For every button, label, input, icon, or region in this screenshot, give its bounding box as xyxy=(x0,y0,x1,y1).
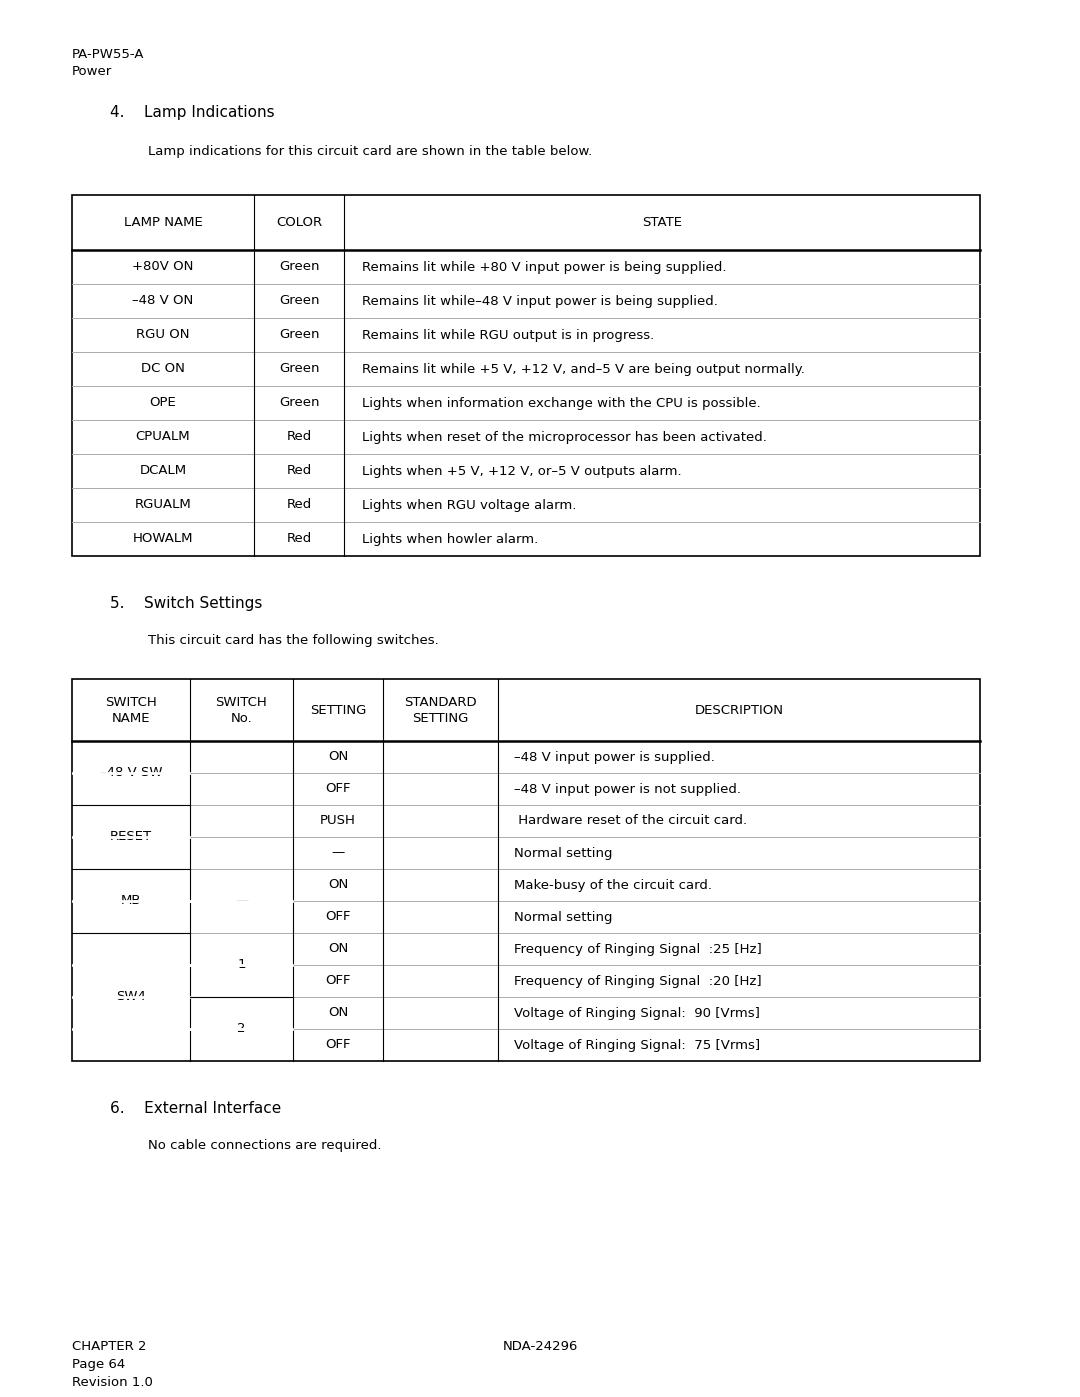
Text: Lamp indications for this circuit card are shown in the table below.: Lamp indications for this circuit card a… xyxy=(148,145,592,158)
Text: Red: Red xyxy=(286,532,312,545)
Text: —: — xyxy=(332,847,345,859)
Text: +80V ON: +80V ON xyxy=(133,260,193,274)
Text: 2: 2 xyxy=(238,1023,246,1035)
Text: DESCRIPTION: DESCRIPTION xyxy=(694,704,783,717)
Text: Lights when howler alarm.: Lights when howler alarm. xyxy=(362,532,538,545)
Text: Lights when RGU voltage alarm.: Lights when RGU voltage alarm. xyxy=(362,499,577,511)
Text: Voltage of Ringing Signal:  90 [Vrms]: Voltage of Ringing Signal: 90 [Vrms] xyxy=(514,1006,760,1020)
Text: 5.    Switch Settings: 5. Switch Settings xyxy=(110,597,262,610)
Text: DCALM: DCALM xyxy=(139,464,187,478)
Text: COLOR: COLOR xyxy=(275,217,322,229)
Text: LAMP NAME: LAMP NAME xyxy=(123,217,202,229)
Text: Revision 1.0: Revision 1.0 xyxy=(72,1376,153,1389)
Text: OPE: OPE xyxy=(150,397,176,409)
Text: 4.    Lamp Indications: 4. Lamp Indications xyxy=(110,105,274,120)
Text: Green: Green xyxy=(279,260,320,274)
Text: Remains lit while +5 V, +12 V, and–5 V are being output normally.: Remains lit while +5 V, +12 V, and–5 V a… xyxy=(362,362,805,376)
Text: PA-PW55-A: PA-PW55-A xyxy=(72,47,145,61)
Text: NDA-24296: NDA-24296 xyxy=(502,1340,578,1354)
Text: Red: Red xyxy=(286,499,312,511)
Text: Red: Red xyxy=(286,430,312,443)
Text: Hardware reset of the circuit card.: Hardware reset of the circuit card. xyxy=(514,814,747,827)
Text: SWITCH
NAME: SWITCH NAME xyxy=(105,696,157,725)
Text: Green: Green xyxy=(279,328,320,341)
Text: RESET: RESET xyxy=(110,830,152,844)
Text: Remains lit while RGU output is in progress.: Remains lit while RGU output is in progr… xyxy=(362,328,654,341)
Text: –48 V input power is not supplied.: –48 V input power is not supplied. xyxy=(514,782,741,795)
Text: CHAPTER 2: CHAPTER 2 xyxy=(72,1340,147,1354)
Bar xyxy=(72,679,980,1060)
Text: This circuit card has the following switches.: This circuit card has the following swit… xyxy=(148,634,438,647)
Text: CPUALM: CPUALM xyxy=(136,430,190,443)
Text: OFF: OFF xyxy=(325,1038,351,1052)
Text: –48 V ON: –48 V ON xyxy=(133,295,193,307)
Text: SETTING: SETTING xyxy=(310,704,366,717)
Text: —: — xyxy=(234,894,248,908)
Text: MB: MB xyxy=(121,894,141,908)
Text: DC ON: DC ON xyxy=(141,362,185,376)
Text: Remains lit while–48 V input power is being supplied.: Remains lit while–48 V input power is be… xyxy=(362,295,718,307)
Text: Green: Green xyxy=(279,362,320,376)
Text: Red: Red xyxy=(286,464,312,478)
Text: 1: 1 xyxy=(238,958,246,971)
Text: Lights when reset of the microprocessor has been activated.: Lights when reset of the microprocessor … xyxy=(362,430,767,443)
Text: SWITCH
No.: SWITCH No. xyxy=(216,696,268,725)
Text: No cable connections are required.: No cable connections are required. xyxy=(148,1139,381,1153)
Text: ON: ON xyxy=(328,943,348,956)
Text: 6.    External Interface: 6. External Interface xyxy=(110,1101,281,1116)
Text: ON: ON xyxy=(328,750,348,764)
Text: SW4: SW4 xyxy=(116,990,146,1003)
Bar xyxy=(72,196,980,556)
Text: Make-busy of the circuit card.: Make-busy of the circuit card. xyxy=(514,879,712,891)
Text: STANDARD
SETTING: STANDARD SETTING xyxy=(404,696,476,725)
Text: Page 64: Page 64 xyxy=(72,1358,125,1370)
Text: Normal setting: Normal setting xyxy=(514,847,612,859)
Text: OFF: OFF xyxy=(325,975,351,988)
Text: OFF: OFF xyxy=(325,911,351,923)
Text: STATE: STATE xyxy=(642,217,681,229)
Text: Frequency of Ringing Signal  :25 [Hz]: Frequency of Ringing Signal :25 [Hz] xyxy=(514,943,761,956)
Text: Green: Green xyxy=(279,397,320,409)
Text: –48 V SW: –48 V SW xyxy=(99,767,162,780)
Text: OFF: OFF xyxy=(325,782,351,795)
Text: Lights when information exchange with the CPU is possible.: Lights when information exchange with th… xyxy=(362,397,760,409)
Text: Voltage of Ringing Signal:  75 [Vrms]: Voltage of Ringing Signal: 75 [Vrms] xyxy=(514,1038,760,1052)
Text: ON: ON xyxy=(328,1006,348,1020)
Text: RGU ON: RGU ON xyxy=(136,328,190,341)
Text: RGUALM: RGUALM xyxy=(135,499,191,511)
Text: ON: ON xyxy=(328,879,348,891)
Text: Frequency of Ringing Signal  :20 [Hz]: Frequency of Ringing Signal :20 [Hz] xyxy=(514,975,761,988)
Text: Lights when +5 V, +12 V, or–5 V outputs alarm.: Lights when +5 V, +12 V, or–5 V outputs … xyxy=(362,464,681,478)
Text: HOWALM: HOWALM xyxy=(133,532,193,545)
Text: Remains lit while +80 V input power is being supplied.: Remains lit while +80 V input power is b… xyxy=(362,260,727,274)
Text: Normal setting: Normal setting xyxy=(514,911,612,923)
Text: Green: Green xyxy=(279,295,320,307)
Text: –48 V input power is supplied.: –48 V input power is supplied. xyxy=(514,750,715,764)
Text: Power: Power xyxy=(72,66,112,78)
Text: PUSH: PUSH xyxy=(320,814,356,827)
